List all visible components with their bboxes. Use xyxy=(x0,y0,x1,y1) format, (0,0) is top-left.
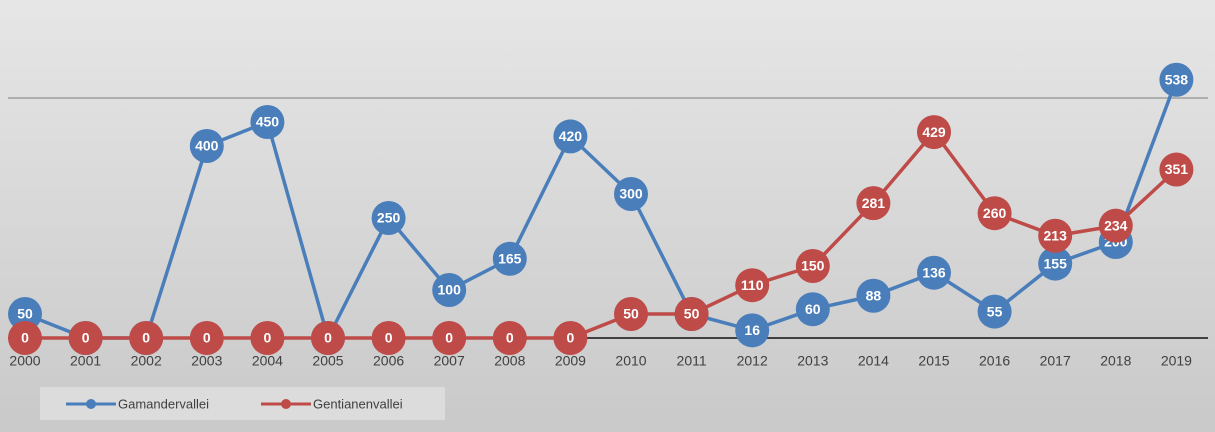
data-point xyxy=(1038,246,1073,281)
data-point xyxy=(1038,218,1073,253)
data-label: 429 xyxy=(922,124,946,140)
data-point xyxy=(977,196,1012,231)
data-point xyxy=(432,321,467,355)
data-label: 0 xyxy=(142,330,150,346)
data-label: 16 xyxy=(744,322,760,338)
data-point xyxy=(674,297,709,331)
x-tick-label: 2008 xyxy=(494,353,525,369)
data-label: 50 xyxy=(17,306,33,322)
data-label: 0 xyxy=(203,330,211,346)
data-label: 250 xyxy=(377,210,401,226)
data-label: 420 xyxy=(559,128,583,144)
data-point xyxy=(735,268,770,303)
data-label: 155 xyxy=(1044,255,1068,271)
data-label: 150 xyxy=(801,258,825,274)
data-label: 136 xyxy=(922,264,946,280)
data-label: 110 xyxy=(741,277,764,293)
data-label: 260 xyxy=(983,205,1007,221)
data-label: 0 xyxy=(445,330,453,346)
data-point xyxy=(795,249,830,283)
data-label: 0 xyxy=(506,330,514,346)
legend-label: Gamandervallei xyxy=(118,396,209,411)
data-label: 88 xyxy=(866,287,882,303)
x-tick-label: 2016 xyxy=(979,353,1010,369)
data-label: 450 xyxy=(256,114,280,130)
data-label: 351 xyxy=(1165,161,1189,177)
x-tick-label: 2003 xyxy=(191,353,222,369)
data-point xyxy=(1159,62,1194,97)
data-point xyxy=(977,294,1012,329)
data-point xyxy=(8,297,42,331)
x-tick-label: 2005 xyxy=(312,353,343,369)
data-point xyxy=(189,321,224,355)
data-point xyxy=(432,273,467,307)
data-point xyxy=(1159,152,1194,187)
x-tick-label: 2014 xyxy=(858,353,889,369)
data-point xyxy=(917,255,951,290)
data-label: 50 xyxy=(623,306,639,322)
legend-marker xyxy=(281,399,291,409)
x-tick-label: 2011 xyxy=(677,353,707,369)
x-tick-label: 2017 xyxy=(1040,353,1071,369)
data-point xyxy=(492,321,527,355)
x-tick-label: 2006 xyxy=(373,353,404,369)
data-label: 0 xyxy=(324,330,332,346)
data-point xyxy=(492,241,527,276)
data-point xyxy=(614,177,648,211)
data-point xyxy=(68,321,103,355)
x-tick-label: 2015 xyxy=(918,353,949,369)
data-point xyxy=(371,321,406,355)
data-label: 0 xyxy=(21,330,29,346)
data-label: 300 xyxy=(619,186,643,202)
data-point xyxy=(250,105,285,139)
data-point xyxy=(614,297,648,331)
x-tick-label: 2019 xyxy=(1161,353,1192,369)
data-label: 234 xyxy=(1104,217,1128,233)
data-label: 538 xyxy=(1165,71,1189,87)
data-point xyxy=(735,313,770,348)
data-point xyxy=(553,321,588,355)
legend-label: Gentianenvallei xyxy=(313,396,403,411)
data-label: 60 xyxy=(805,301,821,317)
data-point xyxy=(1098,208,1133,243)
x-tick-label: 2010 xyxy=(615,353,646,369)
x-tick-label: 2000 xyxy=(9,353,40,369)
data-label: 0 xyxy=(82,330,90,346)
x-tick-label: 2004 xyxy=(252,353,283,369)
data-point xyxy=(795,292,830,327)
data-point xyxy=(250,321,285,355)
data-label: 213 xyxy=(1044,227,1068,243)
data-label: 400 xyxy=(195,138,219,154)
data-point xyxy=(917,115,951,150)
data-point xyxy=(8,321,42,355)
x-tick-label: 2018 xyxy=(1100,353,1131,369)
data-point xyxy=(856,278,891,313)
data-point xyxy=(129,321,164,355)
x-tick-label: 2001 xyxy=(70,353,101,369)
data-point xyxy=(371,201,406,235)
data-label: 55 xyxy=(987,303,1003,319)
data-point xyxy=(189,129,224,163)
data-label: 281 xyxy=(862,195,886,211)
data-label: 165 xyxy=(498,251,522,267)
x-tick-label: 2007 xyxy=(434,353,465,369)
x-tick-label: 2002 xyxy=(131,353,162,369)
x-tick-label: 2009 xyxy=(555,353,586,369)
data-label: 50 xyxy=(684,306,700,322)
legend-marker xyxy=(86,399,96,409)
x-tick-label: 2012 xyxy=(737,353,768,369)
x-tick-label: 2013 xyxy=(797,353,828,369)
data-label: 0 xyxy=(264,330,272,346)
data-label: 100 xyxy=(438,282,462,298)
data-label: 0 xyxy=(567,330,575,346)
data-point xyxy=(553,119,588,154)
data-label: 0 xyxy=(385,330,393,346)
data-point xyxy=(856,186,891,221)
data-point xyxy=(311,321,345,355)
